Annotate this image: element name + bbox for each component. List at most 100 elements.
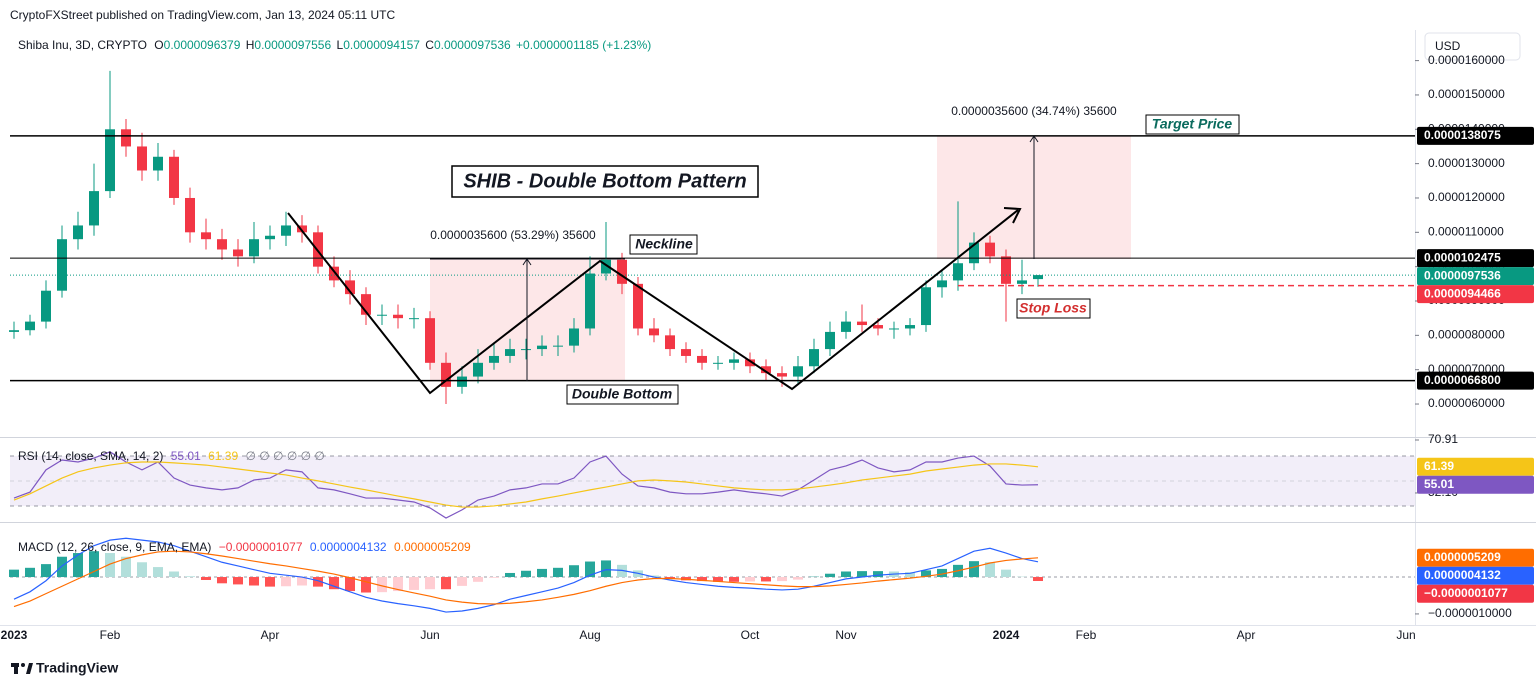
histogram-bar (313, 577, 323, 587)
price-badge (1417, 566, 1534, 585)
histogram-bar (1001, 569, 1011, 578)
double-bottom-note: Double Bottom (572, 386, 672, 402)
currency: USD (1435, 39, 1461, 53)
ohlc-value: 0.0000097536 (434, 38, 511, 52)
histogram-bar (393, 577, 403, 592)
histogram-bar (873, 571, 883, 578)
rsi-value: 55.01 (171, 449, 201, 463)
histogram-bar (233, 577, 243, 585)
candle-body (953, 263, 963, 281)
candle-body (889, 328, 899, 330)
indicator-line (13, 461, 1039, 508)
candle-body (41, 290, 51, 322)
y-tick-label: 0.0000110000 (1428, 224, 1504, 238)
candle-body (729, 359, 739, 363)
currency-button[interactable] (1424, 32, 1521, 61)
y-tick-label: 0.0000130000 (1428, 156, 1505, 170)
histogram-bar (57, 556, 67, 578)
candle-body (937, 280, 947, 288)
candle-body (649, 328, 659, 336)
candle-body (201, 232, 211, 240)
histogram-bar (169, 571, 179, 578)
histogram-bar (265, 577, 275, 587)
candle-body (9, 330, 19, 332)
y-tick-label: 0.0000150000 (1428, 87, 1505, 101)
price-badge (1417, 371, 1534, 390)
y-tick-label: 0.0000160000 (1428, 53, 1505, 67)
candle-body (425, 318, 435, 363)
candle-body (105, 129, 115, 192)
candle-body (281, 225, 291, 236)
histogram-bar (297, 577, 307, 586)
price-badge-label: −0.0000001077 (1424, 586, 1508, 600)
candle-body (681, 349, 691, 356)
y-tick-label: 0.0000080000 (1428, 328, 1505, 342)
candle-body (1017, 280, 1027, 284)
rsi-legend: RSI (14, close, SMA, 14, 2) 55.01 61.39 … (18, 449, 325, 463)
histogram-bar (937, 568, 947, 578)
candle-body (73, 225, 83, 240)
histogram-bar (457, 577, 467, 586)
histogram-bar (1033, 577, 1043, 582)
price-badge (1417, 548, 1534, 567)
badges: 0.0000138075 0.0000102475 0.0000097536 0.00… (1417, 126, 1534, 603)
candle-body (217, 239, 227, 250)
histogram-bar (569, 565, 579, 578)
candle-body (553, 345, 563, 347)
candle-body (873, 325, 883, 329)
x-tick-label: 2023 (1, 628, 28, 642)
candle-body (329, 266, 339, 281)
histogram-bar (857, 571, 867, 578)
histogram-bar (41, 564, 51, 578)
candle-body (409, 318, 419, 320)
price-badge-label: 55.01 (1424, 477, 1454, 491)
title-box (451, 165, 759, 198)
logo-part (26, 663, 33, 674)
candle-body (1033, 275, 1043, 280)
candle-body (761, 366, 771, 374)
histogram-bar (425, 577, 435, 590)
histogram-bar (489, 577, 499, 578)
histogram-bar (745, 577, 755, 582)
histogram-bar (777, 577, 787, 582)
histogram-bar (521, 570, 531, 578)
ohlc-key: L (337, 38, 344, 52)
candle-body (233, 249, 243, 257)
candle-body (825, 331, 835, 350)
candle-body (985, 242, 995, 257)
x-tick-label: Apr (1237, 628, 1256, 642)
candle-body (169, 156, 179, 198)
macd-hist-value: −0.0000001077 (219, 540, 303, 554)
ohlc-key: H (246, 38, 255, 52)
histogram-bar (969, 561, 979, 578)
candle-body (489, 355, 499, 363)
histogram-bar (713, 577, 723, 582)
candle-body (841, 321, 851, 332)
histogram-bar (441, 577, 451, 590)
arrowhead (522, 258, 532, 266)
histogram-bar (697, 577, 707, 582)
x-tick-label: Apr (261, 628, 280, 642)
histogram-bar (329, 577, 339, 590)
candle-body (121, 129, 131, 147)
candle-body (633, 283, 643, 329)
rsi-title: RSI (14, close, SMA, 14, 2) (18, 449, 163, 463)
candle-body (585, 273, 595, 329)
candle-body (361, 294, 371, 315)
histogram-bar (201, 577, 211, 580)
histogram-bar (649, 575, 659, 578)
candle-body (457, 376, 467, 387)
price-badge-label: 61.39 (1424, 459, 1454, 473)
histogram-bar (105, 553, 115, 578)
histogram-bar (985, 562, 995, 578)
histogram-bar (25, 567, 35, 578)
price-badge (1417, 126, 1534, 145)
candle-body (297, 225, 307, 233)
y-tick-label: −0.0000010000 (1428, 606, 1512, 620)
indicator-line (13, 550, 1039, 608)
histogram-bar (665, 577, 675, 579)
histogram-bar (137, 562, 147, 578)
price-badge (1417, 584, 1534, 603)
candle-body (921, 287, 931, 326)
